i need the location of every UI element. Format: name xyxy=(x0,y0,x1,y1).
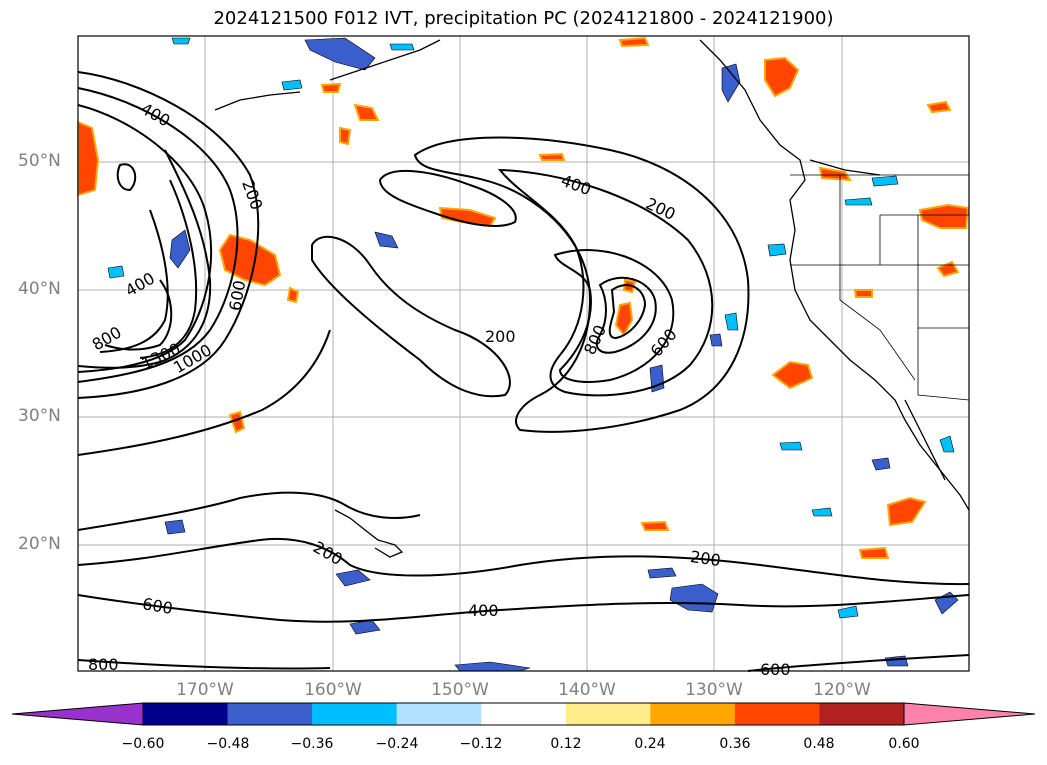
colorbar-outline xyxy=(142,702,905,726)
colorbar-segment xyxy=(734,703,820,725)
colorbar-segment xyxy=(481,703,567,725)
colorbar-tick: 0.48 xyxy=(803,736,835,752)
colorbar-segment xyxy=(819,703,905,725)
coastlines xyxy=(214,39,970,558)
contour-label: 400 xyxy=(468,601,499,620)
lon-label-150w: 150°W xyxy=(431,680,489,700)
lat-label-40n: 40°N xyxy=(18,279,61,299)
colorbar-extend-low xyxy=(11,702,144,726)
colorbar-tick: −0.24 xyxy=(375,736,419,752)
contour-label: 600 xyxy=(760,660,791,679)
colorbar-tick: −0.60 xyxy=(121,736,165,752)
lat-label-20n: 20°N xyxy=(18,534,61,554)
colorbar-tick: −0.36 xyxy=(290,736,334,752)
colorbar-tick: 0.36 xyxy=(719,736,751,752)
lon-label-170w: 170°W xyxy=(176,680,234,700)
colorbar-tick: 0.12 xyxy=(550,736,582,752)
colorbar-segment xyxy=(396,703,482,725)
colorbar-segment xyxy=(565,703,651,725)
contour-label: 200 xyxy=(689,547,722,570)
lat-label-30n: 30°N xyxy=(18,406,61,426)
map-title: 2024121500 F012 IVT, precipitation PC (2… xyxy=(213,8,834,29)
contour-label: 200 xyxy=(485,327,516,346)
colorbar-segment xyxy=(227,703,313,725)
precip-positive xyxy=(77,36,970,559)
ivt-contours xyxy=(77,71,970,672)
lon-label-160w: 160°W xyxy=(304,680,362,700)
lon-label-140w: 140°W xyxy=(558,680,616,700)
colorbar-segment xyxy=(312,703,398,725)
colorbar xyxy=(11,702,1036,726)
colorbar-segment xyxy=(143,703,229,725)
state-borders xyxy=(790,174,970,401)
lat-label-50n: 50°N xyxy=(18,151,61,171)
colorbar-tick: −0.48 xyxy=(206,736,250,752)
colorbar-extend-high xyxy=(903,702,1036,726)
colorbar-tick: −0.12 xyxy=(459,736,503,752)
colorbar-segments xyxy=(11,702,1036,726)
precip-negative xyxy=(107,37,959,672)
colorbar-tick: 0.60 xyxy=(888,736,920,752)
colorbar-segment xyxy=(650,703,736,725)
contour-label: 800 xyxy=(88,655,119,674)
colorbar-tick: 0.24 xyxy=(634,736,666,752)
lon-label-130w: 130°W xyxy=(685,680,743,700)
graticule xyxy=(78,36,969,671)
lon-label-120w: 120°W xyxy=(813,680,871,700)
